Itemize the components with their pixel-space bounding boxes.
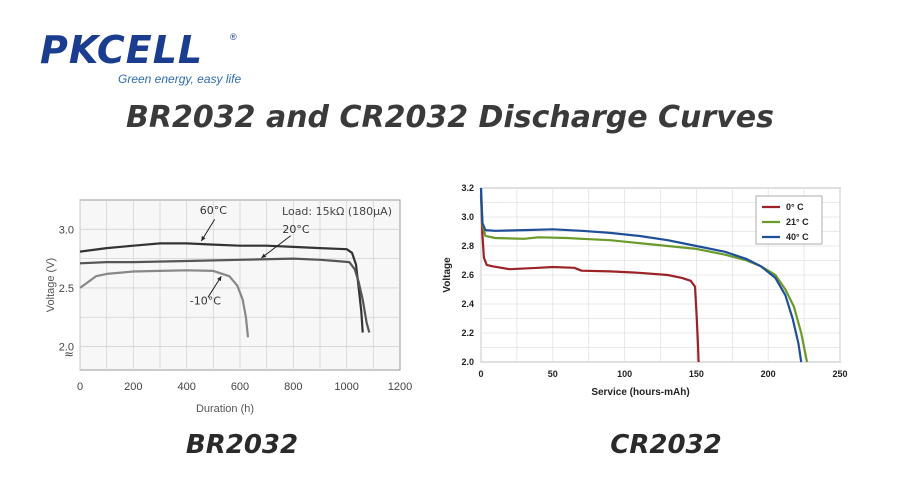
registered-mark: ®: [230, 32, 237, 42]
legend-label-21-c: 21° C: [786, 217, 809, 227]
arrow-head: [201, 236, 206, 242]
x-tick-label: 0: [77, 381, 83, 393]
x-tick-label: 0: [478, 369, 483, 379]
cr2032-chart: 0 50 100 150 200 250 2.0 2.2 2.4 2.6 2.8 3.0 3.2 Serv…: [442, 183, 848, 398]
y-tick-label: 3.0: [59, 224, 74, 236]
y-tick-label: 2.8: [461, 241, 474, 251]
load-annotation: Load: 15kΩ (180μA): [282, 205, 392, 218]
x-tick-label: 250: [832, 369, 847, 379]
series-line-0-c: [479, 195, 700, 363]
curve-label-10-c: -10°C: [190, 294, 221, 307]
x-tick-label: 150: [689, 369, 704, 379]
x-tick-label: 200: [124, 381, 142, 393]
series-line-10-c: [79, 269, 250, 338]
x-tick-label: 1000: [334, 381, 358, 393]
series-line-40-c: [479, 187, 803, 363]
x-tick-label: 800: [284, 381, 302, 393]
y-tick-label: 2.0: [59, 342, 74, 354]
legend-label-0-c: 0° C: [786, 202, 804, 212]
curve-label-60-c: 60°C: [200, 204, 227, 217]
y-tick-label: 3.0: [461, 212, 474, 222]
caption-cr2032: CR2032: [610, 430, 722, 460]
y-tick-label: 2.0: [461, 357, 474, 367]
y-tick-label: 3.2: [461, 183, 474, 193]
x-axis-label: Service (hours-mAh): [591, 387, 689, 398]
x-axis-label: Duration (h): [196, 403, 254, 415]
caption-br2032: BR2032: [185, 430, 299, 460]
logo-tagline: Green energy, easy life: [118, 72, 242, 86]
x-tick-label: 100: [617, 369, 632, 379]
y-tick-label: 2.4: [461, 299, 474, 309]
series-line-20-c: [79, 257, 371, 333]
y-tick-label: 2.5: [59, 283, 74, 295]
logo-wordmark: PKCELL: [40, 28, 204, 72]
x-tick-label: 200: [761, 369, 776, 379]
legend-label-40-c: 40° C: [786, 232, 809, 242]
br2032-chart: 0 200 400 600 800 1000 1200 2.0 2.5 3.0 ≈ Duration …: [45, 199, 412, 415]
x-tick-label: 1200: [388, 381, 412, 393]
axis-break-mark: ≈: [64, 347, 74, 361]
y-tick-label: 2.2: [461, 328, 474, 338]
arrow-head: [217, 276, 222, 282]
y-axis-label: Voltage (V): [45, 258, 57, 312]
brand-logo: PKCELL ® Green energy, easy life: [40, 28, 242, 88]
y-tick-label: 2.6: [461, 270, 474, 280]
x-tick-label: 600: [231, 381, 249, 393]
curve-label-20-c: 20°C: [282, 223, 309, 236]
series-line-21-c: [479, 187, 809, 363]
x-tick-label: 400: [177, 381, 195, 393]
arrow-head: [261, 253, 267, 259]
page-title: BR2032 and CR2032 Discharge Curves: [126, 100, 774, 135]
x-tick-label: 50: [548, 369, 558, 379]
curve-label-arrow: [261, 235, 291, 259]
y-axis-label: Voltage: [442, 257, 453, 293]
